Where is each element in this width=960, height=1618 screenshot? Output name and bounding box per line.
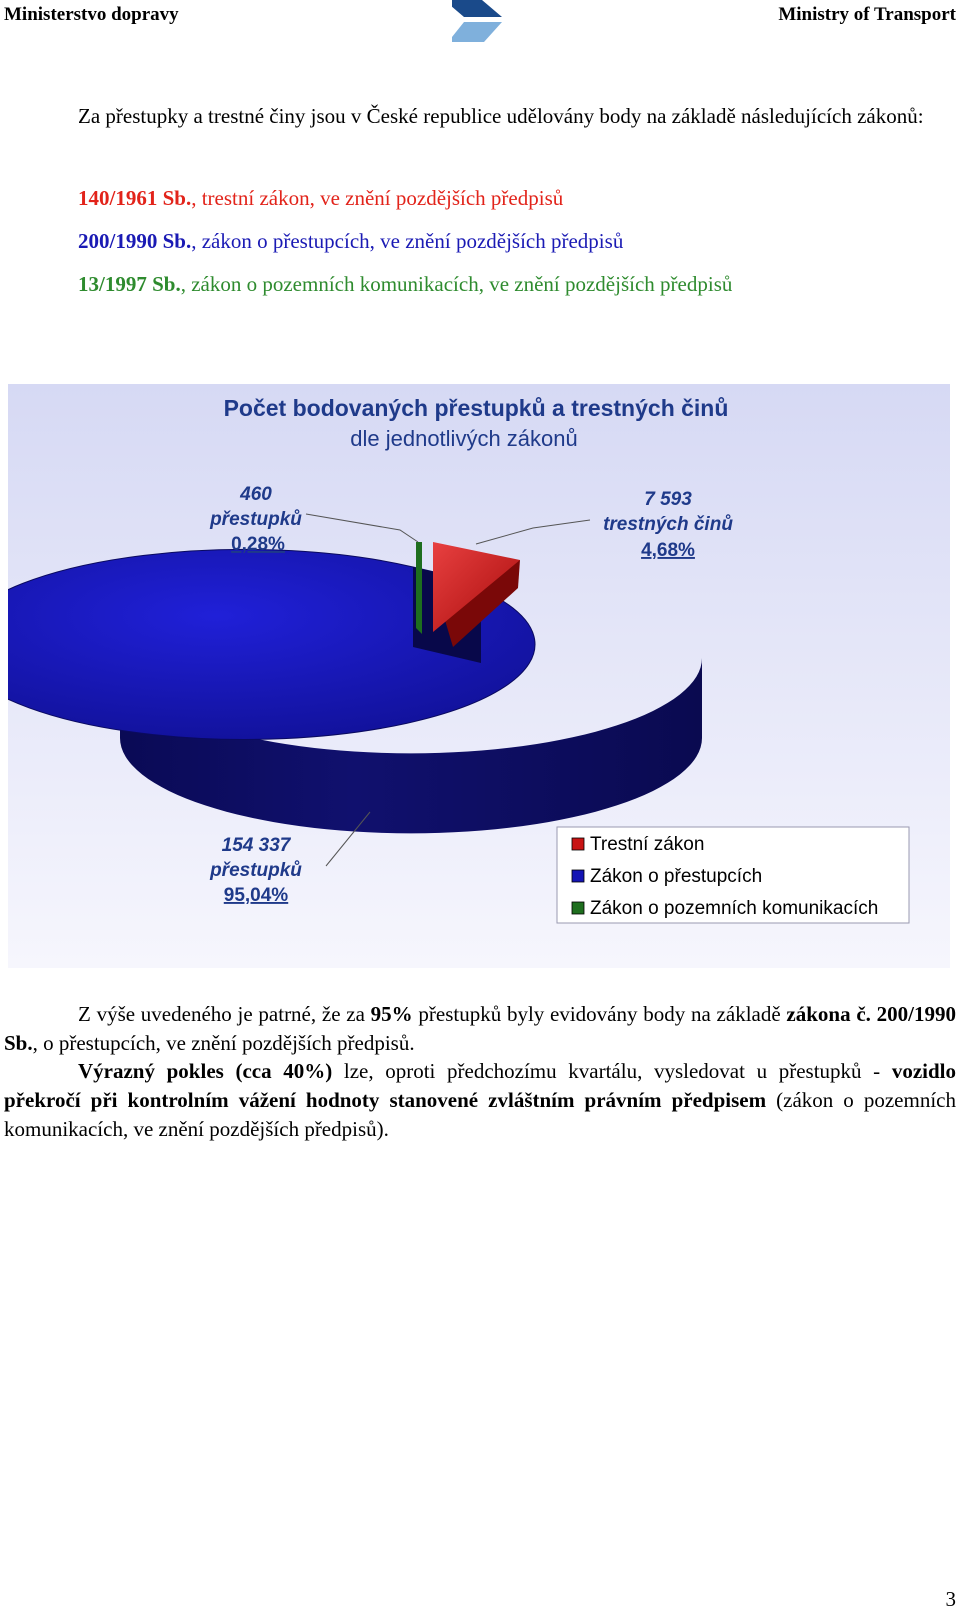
slice-roads [416, 542, 422, 634]
law-item-criminal: 140/1961 Sb., trestní zákon, ve znění po… [78, 186, 564, 210]
label-offences-unit: přestupků [209, 860, 302, 881]
label-roads-percent: 0,28% [231, 534, 285, 555]
label-roads-value: 460 [239, 484, 272, 505]
conclusion-paragraph-2: Výrazný pokles (cca 40%) lze, oproti pře… [4, 1059, 956, 1141]
label-criminal-unit: trestných činů [603, 514, 733, 535]
leader-line-roads [305, 513, 419, 543]
label-offences-value: 154 337 [222, 835, 292, 856]
legend-item-criminal: Trestní zákon [590, 834, 704, 855]
legend-item-offences: Zákon o přestupcích [590, 866, 762, 887]
legend-item-roads: Zákon o pozemních komunikacích [590, 898, 878, 919]
leader-line-criminal [475, 519, 591, 545]
header-left-title: Ministerstvo dopravy [4, 4, 179, 25]
label-criminal-percent: 4,68% [641, 540, 695, 561]
legend-swatch-roads [571, 901, 585, 915]
page-number: 3 [945, 1587, 957, 1611]
legend-box [556, 826, 910, 924]
law-item-roads: 13/1997 Sb., zákon o pozemních komunikac… [78, 272, 733, 296]
slice-side-offences [120, 658, 702, 834]
intro-paragraph: Za přestupky a trestné činy jsou v České… [78, 104, 924, 128]
pie-chart: Počet bodovaných přestupků a trestných č… [8, 384, 950, 968]
slice-offences [8, 548, 536, 740]
conclusion-paragraph-1: Z výše uvedeného je patrné, že za 95% př… [4, 1002, 956, 1055]
ministry-logo [444, 0, 522, 44]
header-right-title: Ministry of Transport [778, 4, 956, 25]
chart-title: Počet bodovaných přestupků a trestných č… [224, 395, 729, 421]
label-roads-unit: přestupků [209, 509, 302, 530]
label-offences-percent: 95,04% [224, 885, 289, 906]
chart-subtitle: dle jednotlivých zákonů [350, 426, 577, 451]
label-criminal-value: 7 593 [644, 489, 692, 510]
slice-criminal [433, 542, 520, 632]
legend-swatch-criminal [571, 837, 585, 851]
legend-swatch-offences [571, 869, 585, 883]
law-item-offences: 200/1990 Sb., zákon o přestupcích, ve zn… [78, 229, 624, 253]
leader-line-offences [325, 811, 371, 867]
chart-legend: Trestní zákon Zákon o přestupcích Zákon … [556, 826, 910, 924]
